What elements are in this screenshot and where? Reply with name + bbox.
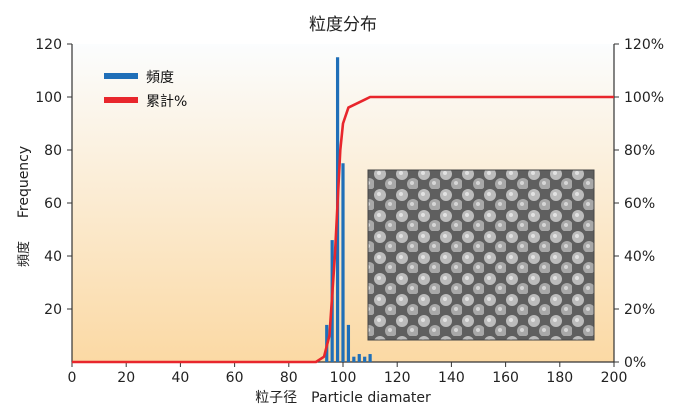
x-tick-label: 120 xyxy=(384,370,411,386)
x-tick-label: 200 xyxy=(601,370,628,386)
legend-swatch-cumulative xyxy=(104,97,138,103)
y-tick-label: 40 xyxy=(44,249,62,265)
frequency-bar xyxy=(368,354,372,362)
x-tick-label: 40 xyxy=(171,370,189,386)
x-ticks: 0 20 40 60 80 100 120 140 160 180 200 xyxy=(68,362,628,386)
y-tick-label: 60 xyxy=(44,196,62,212)
x-tick-label: 20 xyxy=(117,370,135,386)
frequency-bar xyxy=(346,324,351,362)
legend: 頻度 累計% xyxy=(104,70,187,110)
cumulative-line xyxy=(72,95,614,364)
y-axis-label-jp: 頻度 xyxy=(16,241,32,267)
y2-tick-label: 20% xyxy=(624,302,655,318)
x-tick-label: 160 xyxy=(492,370,519,386)
y-tick-label: 20 xyxy=(44,302,62,318)
y-ticks: 20 40 60 80 100 120 xyxy=(35,37,72,318)
y2-tick-label: 80% xyxy=(624,143,655,159)
x-tick-label: 100 xyxy=(330,370,357,386)
legend-label-frequency: 頻度 xyxy=(146,70,174,86)
y-tick-label: 100 xyxy=(35,90,62,106)
x-tick-label: 180 xyxy=(546,370,573,386)
x-axis-label: 粒子径 Particle diamater xyxy=(255,390,431,406)
x-tick-label: 0 xyxy=(68,370,77,386)
y2-tick-label: 120% xyxy=(624,37,664,53)
y-axis-label-en: Frequency xyxy=(16,146,32,218)
legend-swatch-frequency xyxy=(104,73,138,79)
y-tick-label: 120 xyxy=(35,37,62,53)
y-tick-label: 80 xyxy=(44,143,62,159)
frequency-bar xyxy=(341,163,345,362)
y2-tick-label: 40% xyxy=(624,249,655,265)
y2-ticks: 0% 20% 40% 60% 80% 100% 120% xyxy=(614,37,664,371)
frequency-bar xyxy=(357,354,361,362)
x-tick-label: 80 xyxy=(280,370,298,386)
y2-tick-label: 60% xyxy=(624,196,655,212)
x-tick-label: 140 xyxy=(438,370,465,386)
y2-tick-label: 100% xyxy=(624,90,664,106)
frequency-bar xyxy=(363,356,367,362)
legend-label-cumulative: 累計% xyxy=(146,94,187,110)
x-tick-label: 60 xyxy=(226,370,244,386)
frequency-bar xyxy=(352,356,356,362)
inset-sem-image xyxy=(367,169,595,341)
y2-tick-label: 0% xyxy=(624,355,646,371)
chart-title: 粒度分布 xyxy=(309,15,377,35)
